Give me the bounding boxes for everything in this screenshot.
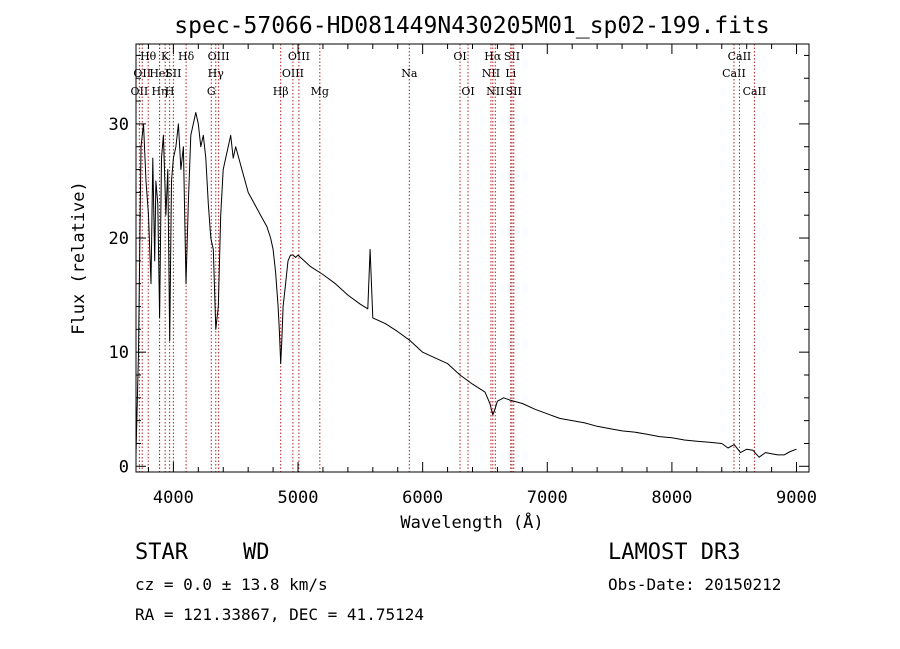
line-marker-label: NII bbox=[486, 85, 504, 98]
spectrum-series bbox=[135, 112, 797, 458]
object-subclass: WD bbox=[243, 540, 270, 565]
spectral-line-markers: OIIOIIHθHηHeIKHSIIHδGHγOIIIHβOIIIOIIIMgN… bbox=[131, 44, 767, 472]
line-marker-label: Hβ bbox=[273, 85, 289, 98]
x-axis-label: Wavelength (Å) bbox=[400, 511, 543, 533]
y-tick-label: 20 bbox=[109, 229, 129, 249]
line-marker-label: Hα bbox=[484, 50, 502, 63]
coordinates-text: RA = 121.33867, DEC = 41.75124 bbox=[135, 605, 424, 624]
line-marker-label: OI bbox=[453, 50, 466, 63]
line-marker-label: Hδ bbox=[178, 50, 195, 63]
line-marker-label: Hγ bbox=[208, 67, 225, 80]
line-marker-label: OII bbox=[133, 67, 151, 80]
line-marker-label: Hθ bbox=[140, 50, 157, 63]
obs-date: Obs-Date: 20150212 bbox=[608, 575, 782, 594]
y-tick-label: 30 bbox=[109, 115, 129, 135]
line-marker-label: OIII bbox=[208, 50, 230, 63]
x-tick-label: 8000 bbox=[651, 488, 692, 508]
x-tick-label: 5000 bbox=[278, 488, 319, 508]
x-tick-label: 4000 bbox=[153, 488, 194, 508]
line-marker-label: CaII bbox=[728, 50, 752, 63]
x-tick-label: 6000 bbox=[402, 488, 443, 508]
line-marker-label: OI bbox=[461, 85, 474, 98]
line-marker-label: G bbox=[207, 85, 216, 98]
line-marker-label: Li bbox=[505, 67, 516, 80]
x-tick-label: 7000 bbox=[527, 488, 568, 508]
spectrum-line bbox=[135, 112, 797, 458]
plot-frame bbox=[135, 43, 810, 473]
y-axis-label: Flux (relative) bbox=[69, 181, 89, 335]
line-marker-label: SII bbox=[506, 85, 522, 98]
object-class: STAR bbox=[135, 540, 188, 565]
line-marker-label: CaII bbox=[722, 67, 746, 80]
y-axis: 0 10 20 30 bbox=[109, 54, 809, 477]
chart-title: spec-57066-HD081449N430205M01_sp02-199.f… bbox=[174, 13, 769, 39]
line-marker-label: CaII bbox=[743, 85, 767, 98]
line-marker-label: Mg bbox=[311, 85, 329, 98]
x-tick-label: 9000 bbox=[776, 488, 817, 508]
line-marker-label: SII bbox=[504, 50, 520, 63]
line-marker-label: SII bbox=[165, 67, 181, 80]
line-marker-label: OII bbox=[131, 85, 149, 98]
line-marker-label: NII bbox=[482, 67, 500, 80]
survey-name: LAMOST DR3 bbox=[608, 540, 741, 565]
line-marker-label: Hη bbox=[151, 85, 167, 98]
line-marker-label: Na bbox=[401, 67, 418, 80]
line-marker-label: K bbox=[161, 50, 170, 63]
line-marker-label: H bbox=[165, 85, 175, 98]
redshift-text: cz = 0.0 ± 13.8 km/s bbox=[135, 575, 328, 594]
line-marker-label: OIII bbox=[282, 67, 304, 80]
line-marker-label: OIII bbox=[288, 50, 310, 63]
y-tick-label: 10 bbox=[109, 343, 129, 363]
x-axis: 4000 5000 6000 7000 8000 9000 bbox=[147, 44, 817, 508]
y-tick-label: 0 bbox=[119, 457, 129, 477]
